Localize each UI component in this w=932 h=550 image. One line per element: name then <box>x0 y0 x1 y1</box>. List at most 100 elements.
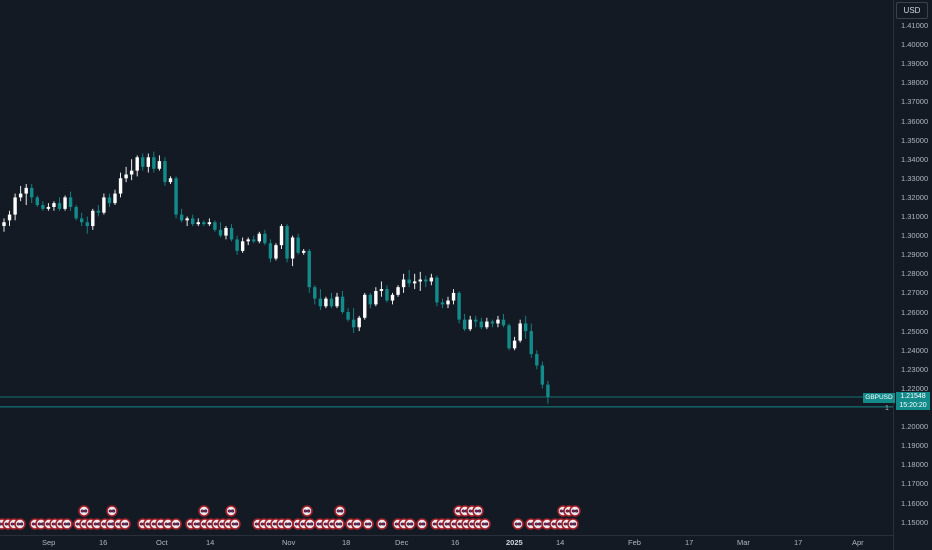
event-label: GB <box>528 522 536 527</box>
flag-stripe <box>559 510 567 512</box>
candle-body <box>96 210 101 213</box>
candle-body <box>129 170 134 175</box>
candle <box>224 226 228 240</box>
price-tick: 1.39000 <box>901 59 929 69</box>
event-marker[interactable]: GB <box>61 518 73 530</box>
event-marker[interactable]: GB <box>541 518 553 530</box>
event-marker[interactable]: GB <box>170 518 182 530</box>
event-marker[interactable]: GB <box>376 518 388 530</box>
candle <box>307 248 311 293</box>
event-marker[interactable]: GB <box>119 518 131 530</box>
event-marker[interactable]: GB <box>569 505 581 517</box>
flag-stripe <box>139 523 147 525</box>
candle-body <box>274 245 278 259</box>
candle <box>213 220 217 232</box>
candle-body <box>313 287 317 299</box>
candle <box>157 155 162 171</box>
candle <box>279 224 284 249</box>
candle-body <box>213 222 217 230</box>
flag-stripe <box>284 523 292 525</box>
event-marker[interactable]: GB <box>351 518 363 530</box>
event-marker[interactable]: GB <box>225 505 237 517</box>
event-marker[interactable]: GB <box>362 518 374 530</box>
flag-stripe <box>157 523 165 525</box>
event-marker[interactable]: GB <box>304 518 316 530</box>
event-label: GB <box>544 522 552 527</box>
flag-stripe <box>432 523 440 525</box>
event-marker[interactable]: GB <box>14 518 26 530</box>
event-marker[interactable]: GB <box>106 505 118 517</box>
flag-stripe <box>231 523 239 525</box>
price-tick: 1.33000 <box>901 173 929 183</box>
event-marker[interactable]: GB <box>472 505 484 517</box>
flag-stripe <box>81 523 89 525</box>
candle-body <box>329 298 334 307</box>
candle-body <box>157 161 162 169</box>
event-label: GB <box>419 522 427 527</box>
event-marker[interactable]: GB <box>416 518 428 530</box>
flag-stripe <box>306 523 314 525</box>
event-label: GB <box>304 509 312 514</box>
flag-stripe <box>254 523 262 525</box>
candle <box>479 317 483 330</box>
candle-body <box>124 174 128 179</box>
time-tick: Apr <box>852 538 864 547</box>
candle-body <box>229 227 234 240</box>
flag-stripe <box>353 523 361 525</box>
event-marker[interactable]: GB <box>334 505 346 517</box>
event-marker[interactable]: GB <box>282 518 294 530</box>
currency-label[interactable]: USD <box>896 2 928 19</box>
event-marker[interactable]: GB <box>479 518 491 530</box>
candle <box>185 216 189 227</box>
candle <box>2 218 6 232</box>
candle <box>385 285 389 303</box>
flag-stripe <box>151 523 159 525</box>
candle <box>346 308 350 322</box>
event-marker[interactable]: GB <box>229 518 241 530</box>
price-tick: 1.32000 <box>901 192 929 202</box>
candle <box>274 243 278 261</box>
candle <box>74 205 78 221</box>
price-tick: 1.31000 <box>901 212 929 221</box>
event-marker[interactable]: GB <box>532 518 544 530</box>
candle-body <box>152 157 156 169</box>
candle-body <box>7 214 12 221</box>
candle <box>285 224 289 263</box>
event-marker[interactable]: GB <box>78 505 90 517</box>
candle <box>91 208 95 230</box>
flag-stripe <box>406 523 414 525</box>
candle <box>374 287 378 307</box>
candle <box>302 248 306 255</box>
candle <box>429 273 434 286</box>
event-marker[interactable]: GB <box>567 518 579 530</box>
last-price-tag: 1.21548 15:20:20 <box>896 392 930 410</box>
candle-body <box>91 210 95 227</box>
candle <box>235 235 239 255</box>
event-marker[interactable]: GB <box>333 518 345 530</box>
candle <box>252 235 256 244</box>
price-tick: 1.36000 <box>901 116 929 126</box>
candle <box>518 319 522 343</box>
event-marker[interactable]: GB <box>198 505 210 517</box>
event-marker[interactable]: GB <box>512 518 524 530</box>
candle-body <box>407 279 411 284</box>
candle <box>207 218 212 227</box>
candle <box>41 201 45 211</box>
flag-stripe <box>481 523 489 525</box>
candle-body <box>246 239 250 242</box>
time-tick: Nov <box>282 538 296 547</box>
symbol-tag: GBPUSD <box>863 393 895 403</box>
flag-stripe <box>4 523 12 525</box>
candle-body <box>401 279 406 288</box>
candle <box>202 220 206 227</box>
candle <box>240 237 245 253</box>
candle <box>407 269 411 288</box>
flag-stripe <box>75 523 83 525</box>
candle-body <box>235 239 239 251</box>
flag-stripe <box>469 523 477 525</box>
event-marker[interactable]: GB <box>404 518 416 530</box>
event-marker[interactable]: GB <box>301 505 313 517</box>
flag-stripe <box>316 523 324 525</box>
